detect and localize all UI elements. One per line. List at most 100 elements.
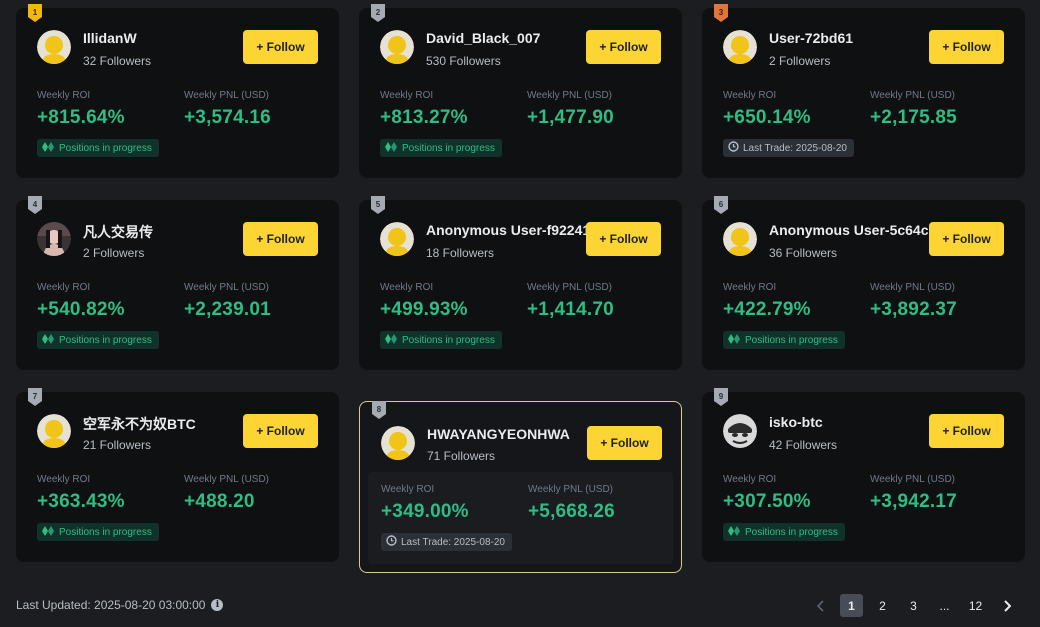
- trader-name[interactable]: isko-btc: [769, 414, 823, 430]
- weekly-roi-value: +363.43%: [37, 491, 125, 512]
- trader-name[interactable]: Anonymous User-f92241: [426, 222, 591, 238]
- positions-icon: [728, 525, 741, 539]
- follow-button[interactable]: + Follow: [929, 414, 1004, 448]
- follower-count: 32 Followers: [83, 54, 152, 68]
- trader-name[interactable]: Anonymous User-5c64c1: [769, 222, 937, 238]
- follow-button[interactable]: + Follow: [243, 414, 318, 448]
- weekly-pnl-value: +5,668.26: [528, 501, 615, 522]
- trader-card[interactable]: 6 Anonymous User-5c64c1 36 Followers + F…: [702, 196, 1025, 370]
- follower-count: 2 Followers: [83, 246, 145, 260]
- trader-name[interactable]: IllidanW: [83, 30, 137, 46]
- rank-badge-icon: 6: [714, 196, 728, 214]
- page-3[interactable]: 3: [910, 598, 917, 613]
- weekly-pnl-label: Weekly PNL (USD): [528, 484, 614, 495]
- badge-text: Positions in progress: [59, 526, 152, 538]
- follow-button[interactable]: + Follow: [587, 426, 662, 460]
- trader-card[interactable]: 4 凡人交易传 2 Followers + Follow Weekly ROI …: [16, 196, 339, 370]
- positions-icon: [385, 333, 398, 347]
- rank-badge-icon: 9: [714, 388, 728, 406]
- trader-name[interactable]: User-72bd61: [769, 30, 854, 46]
- weekly-roi-label: Weekly ROI: [380, 282, 434, 293]
- trader-card[interactable]: 9 isko-btc 42 Followers + Follow Weekly …: [702, 388, 1025, 562]
- trader-card[interactable]: 5 Anonymous User-f92241 18 Followers + F…: [359, 196, 682, 370]
- weekly-pnl-label: Weekly PNL (USD): [870, 90, 956, 101]
- follow-button[interactable]: + Follow: [929, 222, 1004, 256]
- follow-button[interactable]: + Follow: [929, 30, 1004, 64]
- avatar[interactable]: [37, 414, 71, 448]
- trader-name[interactable]: 凡人交易传: [83, 224, 153, 240]
- svg-text:5: 5: [376, 200, 381, 209]
- avatar[interactable]: [381, 426, 415, 460]
- trader-card[interactable]: 7 空军永不为奴BTC 21 Followers + Follow Weekly…: [16, 388, 339, 562]
- weekly-pnl-label: Weekly PNL (USD): [184, 282, 270, 293]
- weekly-roi-value: +815.64%: [37, 107, 125, 128]
- avatar[interactable]: [723, 222, 757, 256]
- weekly-pnl-value: +3,574.16: [184, 107, 271, 128]
- trader-card[interactable]: 1 IllidanW 32 Followers + Follow Weekly …: [16, 4, 339, 178]
- weekly-pnl-label: Weekly PNL (USD): [870, 282, 956, 293]
- svg-text:6: 6: [719, 200, 724, 209]
- avatar[interactable]: [380, 30, 414, 64]
- trader-card[interactable]: 3 User-72bd61 2 Followers + Follow Weekl…: [702, 4, 1025, 178]
- trader-card-highlighted[interactable]: 8 HWAYANGYEONHWA 71 Followers + Follow W…: [359, 401, 682, 573]
- avatar[interactable]: [380, 222, 414, 256]
- weekly-roi-label: Weekly ROI: [723, 90, 777, 101]
- svg-text:1: 1: [33, 8, 38, 17]
- rank-badge-icon: 7: [28, 388, 42, 406]
- weekly-roi-label: Weekly ROI: [381, 484, 435, 495]
- weekly-pnl-label: Weekly PNL (USD): [527, 282, 613, 293]
- weekly-roi-value: +422.79%: [723, 299, 811, 320]
- positions-icon: [42, 141, 55, 155]
- badge-text: Positions in progress: [59, 334, 152, 346]
- follow-button[interactable]: + Follow: [586, 30, 661, 64]
- rank-badge-icon: 4: [28, 196, 42, 214]
- page-1[interactable]: 1: [840, 594, 863, 617]
- avatar[interactable]: [37, 30, 71, 64]
- follower-count: 18 Followers: [426, 246, 495, 260]
- clock-icon: [386, 535, 397, 549]
- weekly-roi-value: +540.82%: [37, 299, 125, 320]
- page-2[interactable]: 2: [879, 598, 886, 613]
- positions-icon: [385, 141, 398, 155]
- trader-grid: 1 IllidanW 32 Followers + Follow Weekly …: [16, 4, 1025, 573]
- pagination: 1 2 3 ... 12: [809, 594, 1018, 617]
- avatar[interactable]: [723, 30, 757, 64]
- follower-count: 36 Followers: [769, 246, 838, 260]
- follow-button[interactable]: + Follow: [243, 30, 318, 64]
- weekly-pnl-label: Weekly PNL (USD): [184, 474, 270, 485]
- page-ellipsis: ...: [939, 598, 950, 613]
- info-icon[interactable]: i: [211, 599, 224, 611]
- chevron-right-icon[interactable]: [995, 594, 1018, 617]
- avatar[interactable]: [723, 414, 757, 448]
- badge-text: Last Trade: 2025-08-20: [401, 536, 505, 548]
- weekly-pnl-value: +2,239.01: [184, 299, 271, 320]
- badge-text: Positions in progress: [745, 334, 838, 346]
- last-trade-badge: Last Trade: 2025-08-20: [381, 533, 512, 551]
- follower-count: 42 Followers: [769, 438, 838, 452]
- trader-name[interactable]: David_Black_007: [426, 30, 541, 46]
- follow-button[interactable]: + Follow: [586, 222, 661, 256]
- positions-badge: Positions in progress: [723, 523, 845, 541]
- positions-icon: [42, 525, 55, 539]
- follower-count: 21 Followers: [83, 438, 152, 452]
- weekly-pnl-label: Weekly PNL (USD): [870, 474, 956, 485]
- positions-badge: Positions in progress: [37, 523, 159, 541]
- weekly-roi-label: Weekly ROI: [37, 90, 91, 101]
- trader-name[interactable]: HWAYANGYEONHWA: [427, 426, 570, 442]
- avatar[interactable]: [37, 222, 71, 256]
- rank-badge-icon: 2: [371, 4, 385, 22]
- chevron-left-icon[interactable]: [809, 594, 832, 617]
- trader-name[interactable]: 空军永不为奴BTC: [83, 416, 196, 432]
- weekly-roi-label: Weekly ROI: [37, 474, 91, 485]
- weekly-roi-value: +650.14%: [723, 107, 811, 128]
- clock-icon: [728, 141, 739, 155]
- weekly-pnl-value: +2,175.85: [870, 107, 957, 128]
- last-updated-text: Last Updated: 2025-08-20 03:00:00: [16, 598, 206, 612]
- follow-button[interactable]: + Follow: [243, 222, 318, 256]
- rank-badge-icon: 1: [28, 4, 42, 22]
- svg-text:4: 4: [33, 200, 38, 209]
- page-12[interactable]: 12: [968, 598, 983, 613]
- last-updated: Last Updated: 2025-08-20 03:00:00 i: [16, 598, 224, 612]
- weekly-pnl-label: Weekly PNL (USD): [527, 90, 613, 101]
- trader-card[interactable]: 2 David_Black_007 530 Followers + Follow…: [359, 4, 682, 178]
